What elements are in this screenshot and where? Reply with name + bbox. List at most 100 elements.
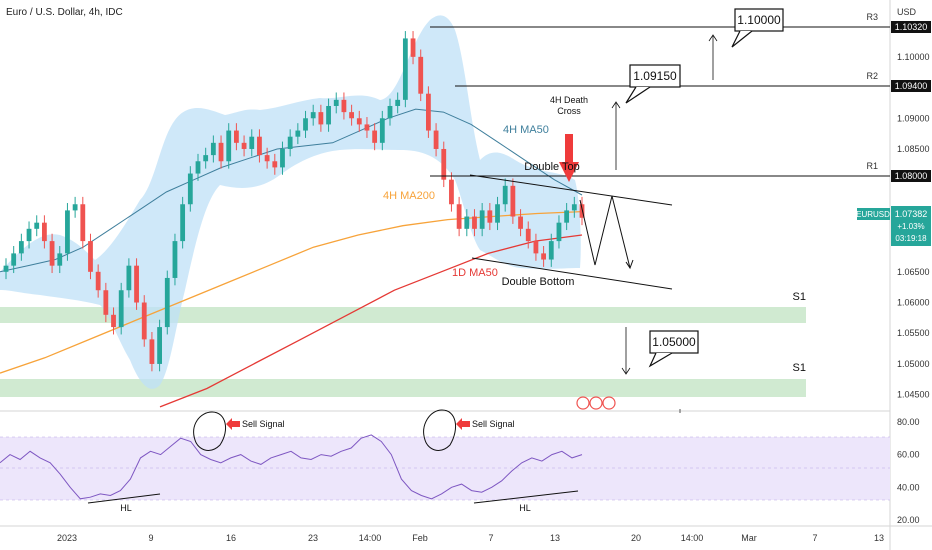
rsi-line [0, 434, 583, 500]
hl-label-2: HL [519, 503, 531, 513]
rsi-trendline-1 [87, 493, 161, 504]
time-tick-label: Mar [741, 533, 757, 543]
time-tick-label: 14:00 [359, 533, 382, 543]
rsi-trendline-2 [473, 490, 579, 504]
candle-body [310, 112, 316, 119]
volatility-band [0, 15, 581, 389]
target-3-text: 1.05000 [652, 335, 696, 349]
time-axis[interactable]: 2023 9 16 23 14:00 Feb 7 13 20 14:00 Mar 7 13 [57, 533, 884, 543]
candle-body [95, 271, 101, 291]
candle-body [88, 241, 93, 272]
candle-body [333, 99, 339, 106]
candle-body [57, 253, 63, 266]
candle-body [318, 112, 324, 125]
svg-text:EURUSD: EURUSD [856, 210, 890, 219]
candle-body [525, 228, 531, 242]
time-tick-label: 7 [488, 533, 493, 543]
candle-body [172, 241, 178, 278]
candle-body [111, 314, 116, 328]
chart-title: Euro / U.S. Dollar, 4h, IDC [6, 7, 123, 18]
currency-label: USD [897, 7, 917, 17]
time-tick-label: 9 [148, 533, 153, 543]
rsi-tick-label: 80.00 [897, 417, 920, 427]
rsi-band [0, 437, 890, 500]
candle-body [26, 228, 32, 242]
sell-signal-2: Sell Signal [472, 419, 515, 429]
rsi-axis[interactable]: 80.00 60.00 40.00 20.00 [897, 417, 920, 525]
candle-body [149, 339, 155, 364]
candle-body [103, 290, 109, 315]
candle-body [472, 216, 477, 229]
time-tick-label: 23 [308, 533, 318, 543]
rsi-tick-label: 40.00 [897, 482, 920, 492]
candle-body [341, 99, 347, 113]
candle-body [180, 204, 186, 242]
projection-zigzag [579, 195, 631, 269]
sell-signal-arrow-1 [226, 418, 240, 430]
double-top-label: Double Top [524, 161, 579, 173]
candle-body [295, 130, 301, 137]
svg-text:1.08000: 1.08000 [895, 171, 928, 181]
candle-body [134, 265, 139, 303]
candle-body [272, 161, 278, 168]
target-callout-1: 1.10000 [731, 8, 784, 48]
price-tick-label: 1.08500 [897, 144, 930, 154]
rsi-tick-label: 20.00 [897, 515, 920, 525]
r2-label: R2 [866, 71, 878, 81]
r1-price-tag: 1.08000 [891, 170, 931, 182]
candle-body [541, 253, 546, 260]
candle-body [249, 136, 255, 149]
price-tick-label: 1.09000 [897, 113, 930, 123]
candle-body [11, 253, 17, 266]
candle-body [426, 93, 431, 131]
candle-body [234, 130, 239, 143]
candle-body [257, 136, 262, 156]
rsi-tick-label: 60.00 [897, 450, 920, 460]
candle-body [495, 204, 500, 223]
time-tick-label: 7 [812, 533, 817, 543]
price-tick-label: 1.10000 [897, 52, 930, 62]
candle-body [349, 112, 354, 119]
candle-body [164, 277, 170, 328]
support-zone-s1-lower [0, 379, 806, 397]
arrow-to-r3-head [708, 34, 718, 42]
death-cross-label-1: 4H Death [550, 95, 588, 105]
candle-body [518, 216, 523, 229]
svg-text:1.09400: 1.09400 [895, 81, 928, 91]
us-flag-icon-2[interactable] [602, 396, 616, 410]
projection-arrowhead [625, 259, 634, 270]
ma200-4h-line [0, 210, 583, 374]
arrow-to-s1-head [621, 367, 631, 375]
time-tick-label: 14:00 [681, 533, 704, 543]
sell-signal-circle-2 [423, 409, 457, 451]
price-tick-label: 1.06000 [897, 298, 930, 308]
price-tick-label: 1.05000 [897, 359, 930, 369]
candle-body [502, 185, 508, 205]
symbol-tag: EURUSD [856, 208, 890, 220]
event-markers[interactable] [576, 396, 616, 410]
candle-body [433, 130, 439, 149]
candle-body [241, 142, 247, 149]
candle-body [303, 118, 308, 131]
time-tick-label: 13 [550, 533, 560, 543]
candle-body [218, 142, 224, 162]
death-cross-label-2: Cross [557, 106, 581, 116]
candle-body [387, 105, 393, 119]
candle-body [80, 204, 86, 242]
death-cross-arrow [559, 134, 579, 182]
candle-body [372, 130, 378, 143]
candle-body [264, 155, 270, 162]
svg-text:+1.03%: +1.03% [897, 222, 924, 231]
candle-body [34, 222, 40, 229]
candle-body [42, 222, 47, 242]
candle-body [410, 38, 416, 57]
r2-price-tag: 1.09400 [891, 80, 931, 92]
event-flag-icon[interactable] [576, 396, 590, 410]
candle-body [456, 204, 462, 229]
candle-body [510, 185, 516, 217]
candle-body [418, 56, 424, 94]
double-bottom-label: Double Bottom [502, 276, 575, 288]
us-flag-icon[interactable] [589, 396, 603, 410]
hl-label-1: HL [120, 503, 132, 513]
